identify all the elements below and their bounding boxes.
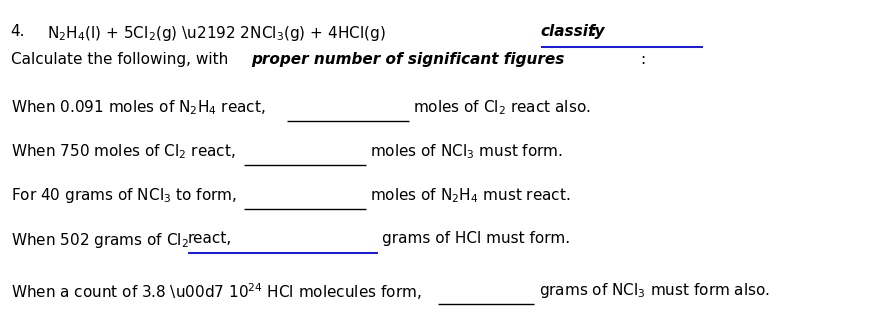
Text: When 750 moles of Cl$_2$ react,: When 750 moles of Cl$_2$ react, <box>11 142 235 161</box>
Text: When 502 grams of Cl$_2$: When 502 grams of Cl$_2$ <box>11 231 188 250</box>
Text: classify: classify <box>540 24 605 39</box>
Text: Calculate the following, with: Calculate the following, with <box>11 52 233 67</box>
Text: For 40 grams of NCl$_3$ to form,: For 40 grams of NCl$_3$ to form, <box>11 186 236 205</box>
Text: grams of HCl must form.: grams of HCl must form. <box>382 231 570 246</box>
Text: :: : <box>639 52 644 67</box>
Text: N$_2$H$_4$(l) + 5Cl$_2$(g) \u2192 2NCl$_3$(g) + 4HCl(g): N$_2$H$_4$(l) + 5Cl$_2$(g) \u2192 2NCl$_… <box>47 24 385 43</box>
Text: proper number of significant figures: proper number of significant figures <box>251 52 565 67</box>
Text: :: : <box>590 24 596 39</box>
Text: When a count of 3.8 \u00d7 10$^{24}$ HCl molecules form,: When a count of 3.8 \u00d7 10$^{24}$ HCl… <box>11 281 421 302</box>
Text: moles of N$_2$H$_4$ must react.: moles of N$_2$H$_4$ must react. <box>370 186 570 205</box>
Text: grams of NCl$_3$ must form also.: grams of NCl$_3$ must form also. <box>538 281 769 300</box>
Text: moles of Cl$_2$ react also.: moles of Cl$_2$ react also. <box>413 98 590 117</box>
Text: When 0.091 moles of N$_2$H$_4$ react,: When 0.091 moles of N$_2$H$_4$ react, <box>11 98 265 117</box>
Text: 4.: 4. <box>11 24 25 39</box>
Text: react,: react, <box>188 231 232 246</box>
Text: moles of NCl$_3$ must form.: moles of NCl$_3$ must form. <box>370 142 563 161</box>
